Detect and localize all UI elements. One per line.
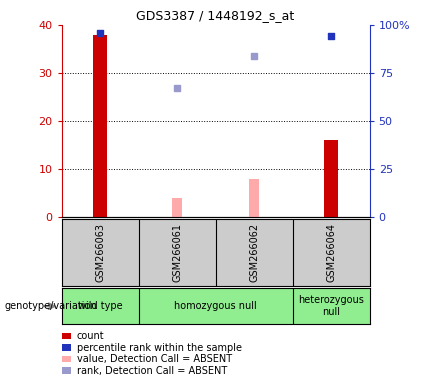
- Text: GSM266064: GSM266064: [326, 223, 336, 282]
- Text: value, Detection Call = ABSENT: value, Detection Call = ABSENT: [77, 354, 232, 364]
- Text: GSM266061: GSM266061: [172, 223, 182, 282]
- Text: GSM266063: GSM266063: [95, 223, 105, 282]
- Point: [173, 85, 181, 91]
- Point: [97, 30, 104, 36]
- Text: wild type: wild type: [78, 301, 122, 311]
- Text: genotype/variation: genotype/variation: [4, 301, 97, 311]
- Text: count: count: [77, 331, 104, 341]
- Point: [251, 53, 258, 59]
- Bar: [93, 35, 107, 217]
- Bar: [249, 179, 259, 217]
- Text: homozygous null: homozygous null: [174, 301, 257, 311]
- Text: rank, Detection Call = ABSENT: rank, Detection Call = ABSENT: [77, 366, 227, 376]
- Text: GSM266062: GSM266062: [249, 223, 259, 282]
- Title: GDS3387 / 1448192_s_at: GDS3387 / 1448192_s_at: [136, 9, 295, 22]
- Text: percentile rank within the sample: percentile rank within the sample: [77, 343, 242, 353]
- Bar: [172, 198, 182, 217]
- Text: heterozygous
null: heterozygous null: [298, 295, 364, 317]
- Point: [327, 33, 335, 40]
- Bar: [324, 140, 338, 217]
